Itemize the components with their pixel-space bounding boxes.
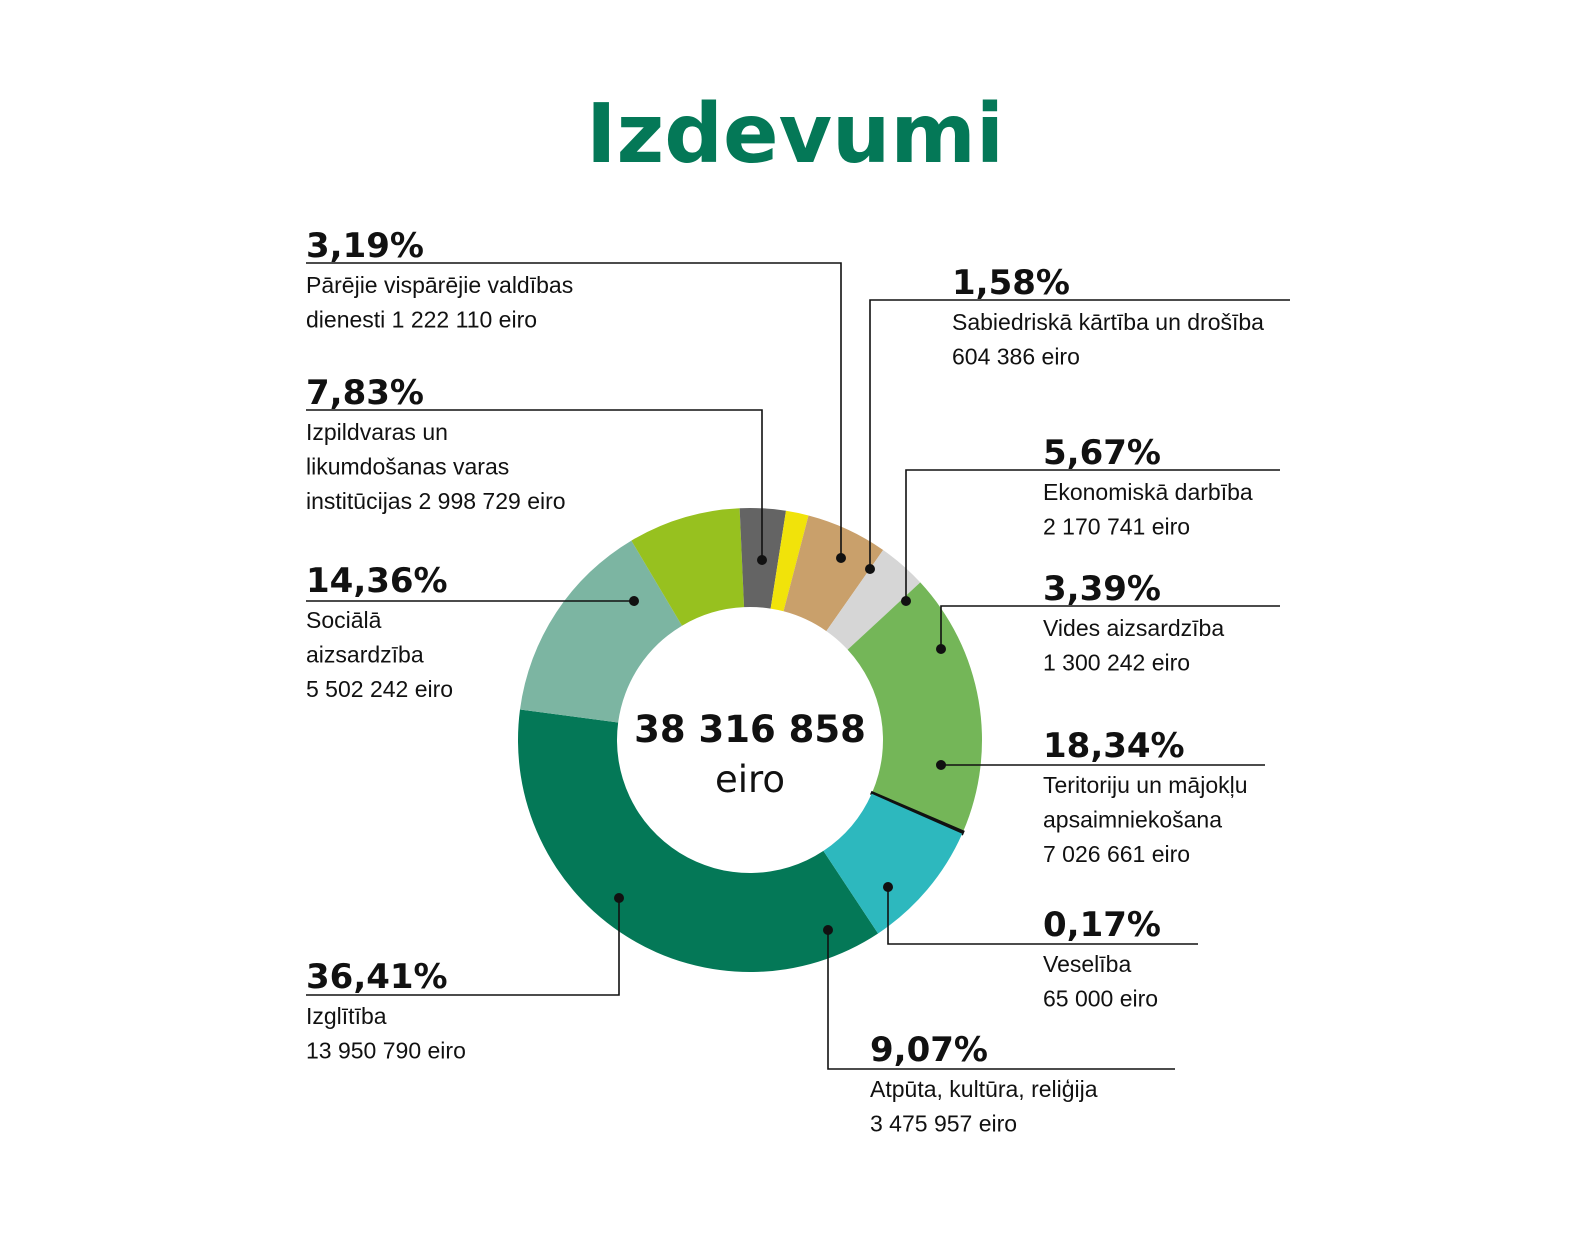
donut-slice (518, 709, 879, 972)
total-unit: eiro (715, 758, 785, 801)
slice-description-line: 3 475 957 eiro (870, 1111, 1017, 1137)
leader-line (306, 409, 763, 560)
slice-percent-label: 3,39% (1043, 569, 1161, 609)
slice-labels: 36,41% Izglītība 13 950 790 eiro 14,36% Soci… (306, 226, 1264, 1137)
slice-percent-label: 1,58% (952, 263, 1070, 303)
leader-dot (936, 644, 946, 654)
slice-description-line: Ekonomiskā darbība (1043, 479, 1253, 505)
leader-line (869, 299, 1290, 569)
donut-slice (869, 790, 965, 836)
slice-percent-label: 5,67% (1043, 433, 1161, 473)
slice-description-line: 5 502 242 eiro (306, 676, 453, 702)
donut-slice (826, 550, 921, 650)
slice-description-line: Atpūta, kultūra, reliģija (870, 1076, 1098, 1102)
leader-dot (883, 882, 893, 892)
slice-description-line: Sociālā (306, 607, 382, 633)
slice-description-line: 1 300 242 eiro (1043, 650, 1190, 676)
slice-percent-label: 18,34% (1043, 726, 1185, 766)
leader-dot (836, 553, 846, 563)
leader-line (940, 605, 1280, 649)
leader-dot (614, 893, 624, 903)
leader-line (905, 469, 1280, 601)
donut-slice (631, 508, 745, 626)
slice-percent-label: 9,07% (870, 1030, 988, 1070)
slice-description-line: dienesti 1 222 110 eiro (306, 307, 537, 333)
leader-dot (901, 596, 911, 606)
leader-line (887, 887, 1198, 945)
donut-slices (518, 508, 982, 972)
leader-line (306, 262, 842, 558)
slice-description-line: Veselība (1043, 951, 1131, 977)
leader-line (827, 930, 1175, 1070)
slice-description-line: 7 026 661 eiro (1043, 841, 1190, 867)
leader-dot (936, 760, 946, 770)
slice-description-line: 65 000 eiro (1043, 986, 1158, 1012)
slice-description-line: aizsardzība (306, 642, 424, 668)
slice-percent-label: 7,83% (306, 373, 424, 413)
slice-description-line: apsaimniekošana (1043, 807, 1222, 833)
leader-lines (306, 262, 1290, 1070)
slice-description-line: Izglītība (306, 1003, 387, 1029)
slice-description-line: likumdošanas varas (306, 454, 509, 480)
slice-description-line: Pārējie vispārējie valdības (306, 272, 573, 298)
donut-slice (847, 582, 982, 832)
slice-description-line: Sabiedriskā kārtība un drošība (952, 309, 1264, 335)
slice-description-line: Izpildvaras un (306, 419, 448, 445)
total-value: 38 316 858 (634, 708, 866, 751)
leader-line (306, 898, 620, 996)
slice-percent-label: 14,36% (306, 561, 448, 601)
slice-percent-label: 3,19% (306, 226, 424, 266)
leader-dot (865, 564, 875, 574)
donut-slice (770, 510, 809, 612)
leader-dot (757, 555, 767, 565)
donut-slice (823, 793, 963, 934)
slice-percent-label: 0,17% (1043, 905, 1161, 945)
donut-slice (783, 515, 884, 632)
chart-title: Izdevumi (586, 87, 1004, 182)
leader-dot (629, 596, 639, 606)
donut-slice (520, 540, 683, 723)
slice-description-line: Teritoriju un mājokļu (1043, 772, 1248, 798)
leader-dot (823, 925, 833, 935)
slice-description-line: Vides aizsardzība (1043, 615, 1224, 641)
slice-description-line: institūcijas 2 998 729 eiro (306, 488, 566, 514)
slice-percent-label: 36,41% (306, 957, 448, 997)
slice-description-line: 13 950 790 eiro (306, 1038, 466, 1064)
slice-description-line: 2 170 741 eiro (1043, 514, 1190, 540)
slice-description-line: 604 386 eiro (952, 344, 1080, 370)
